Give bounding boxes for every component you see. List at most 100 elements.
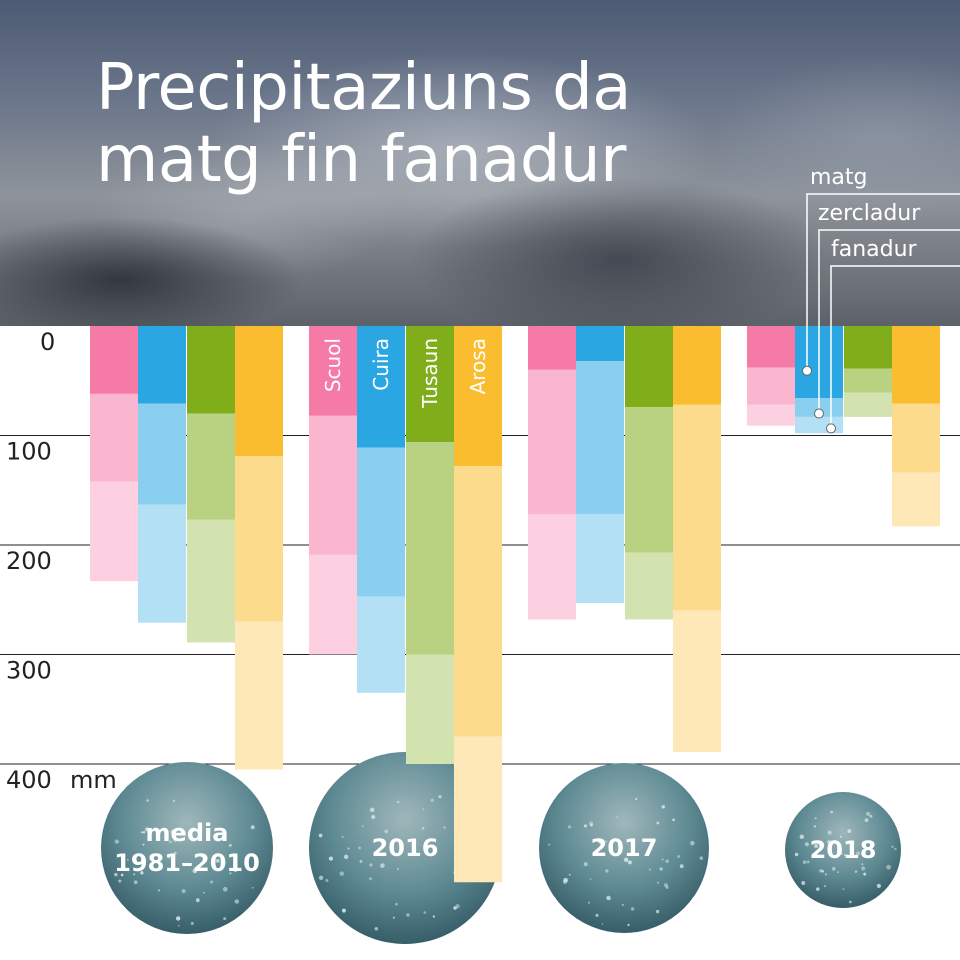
- rain-droplet: [133, 873, 136, 876]
- period-label: media: [146, 819, 229, 847]
- rain-droplet: [840, 849, 843, 852]
- rain-droplet: [142, 843, 145, 846]
- rain-droplet: [583, 824, 588, 828]
- rain-droplet: [135, 862, 138, 864]
- rain-droplet: [361, 825, 364, 828]
- rain-droplet: [891, 845, 894, 848]
- legend-marker-dot: [826, 423, 836, 434]
- rain-droplet: [114, 839, 119, 844]
- rain-droplet: [854, 870, 858, 873]
- rain-droplet: [661, 858, 664, 861]
- y-tick-label: 100: [6, 438, 52, 466]
- bar-segment-tusaun-fanadur: [844, 392, 892, 417]
- rain-droplet: [802, 860, 807, 864]
- rain-droplet: [174, 851, 177, 855]
- rain-droplet: [438, 795, 442, 799]
- rain-droplet: [140, 871, 144, 875]
- rain-droplet: [827, 839, 832, 845]
- rain-droplet: [601, 923, 604, 925]
- chart-title: Precipitaziuns da matg fin fanadur: [96, 51, 631, 197]
- rain-droplet: [630, 907, 635, 911]
- rain-droplet: [422, 808, 425, 811]
- rain-droplet: [627, 923, 630, 927]
- rain-droplet: [864, 818, 869, 822]
- rain-droplet: [233, 868, 238, 872]
- bar-segment-tusaun-fanadur: [406, 654, 454, 764]
- bar-segment-arosa-zercladur: [892, 403, 940, 473]
- bar-segment-tusaun-zercladur: [187, 413, 235, 520]
- bar-segment-cuira-matg: [576, 326, 624, 362]
- rain-droplet: [395, 902, 398, 906]
- rain-droplet: [380, 863, 385, 868]
- bar-segment-cuira-zercladur: [576, 361, 624, 515]
- bar-segment-tusaun-matg: [844, 326, 892, 369]
- rain-droplet: [120, 873, 124, 877]
- rain-droplet: [234, 899, 240, 904]
- rain-droplet: [824, 873, 828, 876]
- rain-droplet: [371, 814, 376, 819]
- period-label: 1981–2010: [114, 849, 260, 877]
- rain-droplet: [169, 840, 172, 844]
- bar-segment-scuol-zercladur: [90, 393, 138, 482]
- rain-droplet: [170, 829, 174, 834]
- rain-droplet: [845, 854, 848, 857]
- bar-segment-cuira-fanadur: [357, 596, 405, 693]
- rain-droplet: [359, 859, 363, 863]
- rain-droplet: [210, 880, 214, 884]
- rain-droplet: [144, 827, 149, 832]
- period-circle: [101, 762, 273, 934]
- bar-segment-arosa-matg: [235, 326, 283, 457]
- rain-droplet: [876, 883, 881, 888]
- bar-segment-scuol-fanadur: [747, 404, 795, 426]
- rain-droplet: [635, 797, 638, 801]
- rain-droplet: [679, 864, 684, 869]
- rain-droplet: [222, 886, 228, 892]
- rain-droplet: [167, 855, 171, 859]
- bar-segment-scuol-zercladur: [528, 369, 576, 515]
- rain-droplet: [827, 830, 832, 835]
- bar-segment-scuol-matg: [309, 326, 357, 416]
- rain-droplet: [432, 915, 436, 918]
- rain-droplet: [146, 799, 149, 802]
- rain-droplet: [548, 843, 551, 846]
- rain-droplet: [567, 825, 572, 829]
- bar-segment-arosa-fanadur: [454, 736, 502, 883]
- rain-droplet: [172, 799, 176, 803]
- rain-droplet: [605, 869, 609, 873]
- station-label: Arosa: [466, 338, 490, 394]
- rain-droplet: [453, 906, 457, 910]
- y-tick-label: 300: [6, 657, 52, 685]
- rain-droplet: [861, 866, 866, 871]
- bar-segment-arosa-fanadur: [673, 610, 721, 752]
- rain-droplet: [799, 834, 805, 840]
- bar-segment-tusaun-matg: [187, 326, 235, 414]
- bar-segment-scuol-matg: [528, 326, 576, 370]
- period-label: 2017: [591, 834, 658, 862]
- rain-droplet: [568, 873, 571, 876]
- rain-droplet: [616, 816, 618, 819]
- bar-segment-tusaun-matg: [406, 326, 454, 443]
- rain-droplet: [251, 886, 254, 889]
- rain-droplet: [423, 911, 427, 914]
- rain-droplet: [801, 881, 806, 885]
- station-label: Cuira: [369, 338, 393, 391]
- rain-droplet: [114, 872, 118, 877]
- rain-droplet: [328, 856, 334, 861]
- rain-droplet: [193, 867, 196, 870]
- rain-droplet: [133, 880, 138, 885]
- rain-droplet: [341, 908, 346, 913]
- rain-droplet: [866, 811, 871, 816]
- bar-segment-tusaun-fanadur: [187, 519, 235, 643]
- bar-segment-cuira-zercladur: [357, 447, 405, 597]
- rain-droplet: [606, 895, 611, 901]
- rain-droplet: [190, 921, 194, 925]
- rain-droplet: [868, 845, 874, 850]
- rain-droplet: [831, 867, 836, 871]
- period-circle: [309, 752, 501, 944]
- rain-droplet: [699, 856, 704, 860]
- bar-segment-arosa-matg: [673, 326, 721, 405]
- bar-segment-cuira-matg: [138, 326, 186, 404]
- rain-droplet: [677, 855, 681, 859]
- rain-droplet: [595, 913, 599, 917]
- rain-droplet: [886, 864, 892, 870]
